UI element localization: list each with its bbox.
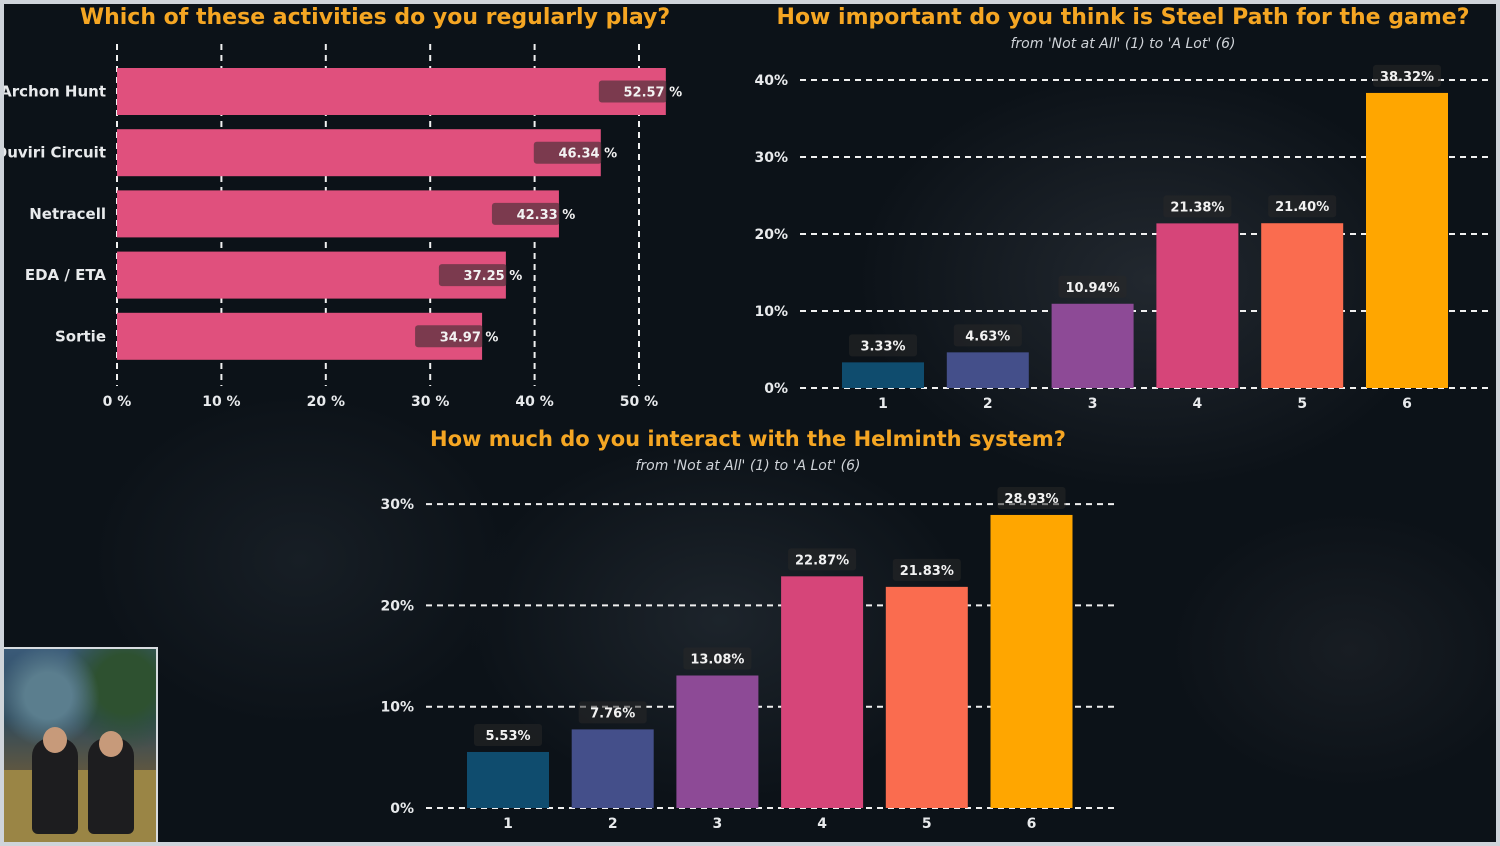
x-tick-label: 50 %	[620, 394, 658, 410]
data-label-box	[491, 202, 560, 225]
data-label: 37.25 %	[464, 269, 523, 284]
y-tick-label: 10%	[380, 700, 414, 716]
data-label: 38.32%	[1380, 70, 1434, 85]
x-tick-label: 20 %	[307, 394, 345, 410]
helminth-bar-chart: 0% 10% 20% 30% 5.53% 1 7.76% 2 13.08% 3 22.87% 4 21.…	[380, 486, 1118, 832]
bar	[117, 129, 601, 177]
category-label: EDA / ETA	[25, 266, 107, 284]
x-tick-label: 10 %	[202, 394, 240, 410]
data-label: 21.38%	[1170, 200, 1224, 215]
data-label: 10.94%	[1066, 281, 1120, 296]
data-label: 28.93%	[1004, 492, 1058, 507]
data-label: 22.87%	[795, 553, 849, 568]
data-label-box	[997, 486, 1066, 509]
webcam-backdrop	[2, 649, 156, 766]
x-category-label: 5	[922, 816, 932, 832]
helminth-chart-title: How much do you interact with the Helmin…	[430, 427, 1066, 451]
steel-path-chart-subtitle: from 'Not at All' (1) to 'A Lot' (6)	[1011, 36, 1236, 52]
y-tick-label: 0%	[390, 801, 414, 817]
bar	[885, 586, 968, 808]
bar	[1051, 303, 1134, 388]
x-category-label: 1	[878, 396, 888, 412]
category-label: Netracell	[29, 205, 106, 223]
data-label-box	[1058, 275, 1127, 298]
x-category-label: 6	[1027, 816, 1037, 832]
y-tick-label: 20%	[754, 227, 788, 243]
data-label-box	[533, 141, 602, 164]
data-label-box	[1373, 64, 1441, 87]
webcam-person-right-head	[99, 731, 123, 757]
bar	[467, 751, 549, 808]
data-label-box	[892, 558, 961, 581]
activities-chart-title: Which of these activities do you regular…	[80, 5, 670, 30]
x-category-label: 4	[1193, 396, 1203, 412]
data-label: 13.08%	[690, 652, 744, 667]
x-category-label: 2	[983, 396, 993, 412]
bar	[117, 68, 666, 115]
category-label: Sortie	[55, 327, 106, 345]
bar	[117, 190, 559, 238]
bar	[1366, 92, 1448, 388]
data-label-box	[1268, 195, 1337, 218]
bar	[571, 729, 654, 808]
data-label: 21.40%	[1275, 200, 1329, 215]
x-tick-label: 30 %	[411, 394, 449, 410]
webcam-person-left-head	[43, 727, 67, 753]
data-label-box	[683, 647, 752, 670]
streamer-webcam-overlay	[0, 647, 158, 846]
data-label: 52.57 %	[623, 86, 682, 101]
bar	[676, 675, 759, 808]
x-category-label: 6	[1402, 396, 1412, 412]
y-tick-label: 30%	[754, 150, 788, 166]
data-label: 21.83%	[900, 564, 954, 579]
y-tick-label: 10%	[754, 304, 788, 320]
x-category-label: 1	[503, 816, 513, 832]
data-label-box	[415, 325, 484, 348]
x-category-label: 5	[1297, 396, 1307, 412]
data-label-box	[438, 264, 507, 287]
data-label: 4.63%	[965, 329, 1010, 344]
x-tick-label: 0 %	[103, 394, 132, 410]
data-label: 46.34 %	[558, 147, 617, 162]
x-category-label: 3	[1088, 396, 1098, 412]
x-category-label: 2	[608, 816, 618, 832]
data-label-box	[849, 334, 917, 357]
data-label: 5.53%	[485, 729, 530, 744]
data-label: 7.76%	[590, 706, 635, 721]
bar	[1156, 223, 1239, 388]
data-label-box	[598, 80, 667, 103]
bar	[842, 362, 924, 388]
bar	[781, 576, 864, 808]
category-label: Duviri Circuit	[0, 144, 106, 162]
steel-path-chart-title: How important do you think is Steel Path…	[777, 5, 1470, 30]
bar	[946, 352, 1029, 388]
y-tick-label: 40%	[754, 73, 788, 89]
bar	[990, 514, 1073, 808]
data-label: 42.33 %	[517, 208, 576, 223]
y-tick-label: 0%	[764, 381, 788, 397]
x-category-label: 4	[817, 816, 827, 832]
bar	[1261, 223, 1344, 388]
data-label: 34.97 %	[440, 330, 499, 345]
data-label-box	[788, 548, 857, 571]
helminth-chart-subtitle: from 'Not at All' (1) to 'A Lot' (6)	[636, 458, 861, 474]
steel-path-bar-chart: 0% 10% 20% 30% 40% 3.33% 1 4.63% 2 10.94% 3 21.38% 4…	[754, 64, 1492, 412]
y-tick-label: 20%	[380, 598, 414, 614]
data-label-box	[578, 701, 647, 724]
webcam-person-left	[32, 738, 78, 834]
y-tick-label: 30%	[380, 497, 414, 513]
x-category-label: 3	[713, 816, 723, 832]
data-label: 3.33%	[860, 339, 905, 354]
data-label-box	[474, 723, 542, 746]
activities-bar-chart: 0 % 10 % 20 % 30 % 40 % 50 % Archon Hunt 52.57 …	[0, 44, 682, 410]
data-label-box	[953, 324, 1022, 347]
x-tick-label: 40 %	[515, 394, 553, 410]
category-label: Archon Hunt	[0, 83, 106, 101]
data-label-box	[1163, 195, 1232, 218]
